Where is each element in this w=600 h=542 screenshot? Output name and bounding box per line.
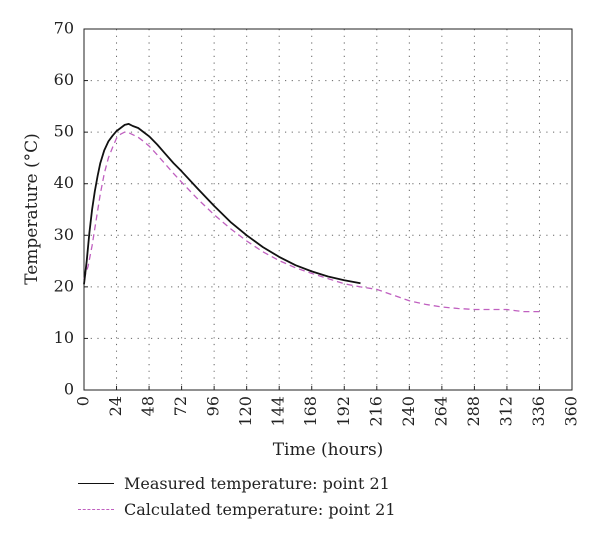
x-tick-label: 216 <box>366 396 385 427</box>
y-tick-label: 10 <box>54 328 74 347</box>
y-axis: 0 10 20 30 40 50 60 70 <box>54 19 88 399</box>
series-layer <box>83 123 540 313</box>
y-tick-label: 70 <box>54 19 74 38</box>
x-tick-label: 24 <box>106 396 125 416</box>
x-tick-label: 264 <box>431 396 450 427</box>
legend-label-calculated: Calculated temperature: point 21 <box>124 499 396 519</box>
x-tick-label: 288 <box>464 396 483 427</box>
y-axis-title: Temperature (°C) <box>22 133 42 285</box>
legend-item-measured: Measured temperature: point 21 <box>78 470 396 496</box>
y-tick-label: 30 <box>54 225 74 244</box>
x-tick-label: 336 <box>529 396 548 427</box>
y-tick-label: 40 <box>54 173 74 192</box>
y-tick-label: 50 <box>54 122 74 141</box>
series-calculated-line <box>83 131 540 313</box>
x-tick-label: 72 <box>171 396 190 416</box>
grid-lines <box>84 29 572 390</box>
y-tick-label: 20 <box>54 276 74 295</box>
x-tick-label: 0 <box>74 396 93 406</box>
x-tick-label: 144 <box>269 396 288 427</box>
legend-swatch-calculated <box>78 508 114 510</box>
y-tick-label: 60 <box>54 70 74 89</box>
x-tick-label: 48 <box>139 396 158 416</box>
plot-frame <box>83 28 573 391</box>
x-axis: 0 24 48 72 96 120 144 168 192 216 240 264 288 312 336 3… <box>74 386 581 427</box>
y-tick-label: 0 <box>64 380 74 399</box>
x-axis-title: Time (hours) <box>273 440 384 460</box>
series-measured-line <box>83 123 361 285</box>
legend-swatch-measured <box>78 482 114 484</box>
x-tick-label: 192 <box>334 396 353 427</box>
x-tick-label: 168 <box>301 396 320 427</box>
legend-item-calculated: Calculated temperature: point 21 <box>78 496 396 522</box>
legend-label-measured: Measured temperature: point 21 <box>124 473 390 493</box>
x-tick-label: 240 <box>399 396 418 427</box>
legend: Measured temperature: point 21 Calculate… <box>78 470 396 522</box>
x-tick-label: 120 <box>236 396 255 427</box>
x-tick-label: 96 <box>204 396 223 416</box>
x-tick-label: 312 <box>496 396 515 427</box>
x-tick-label: 360 <box>562 396 581 427</box>
